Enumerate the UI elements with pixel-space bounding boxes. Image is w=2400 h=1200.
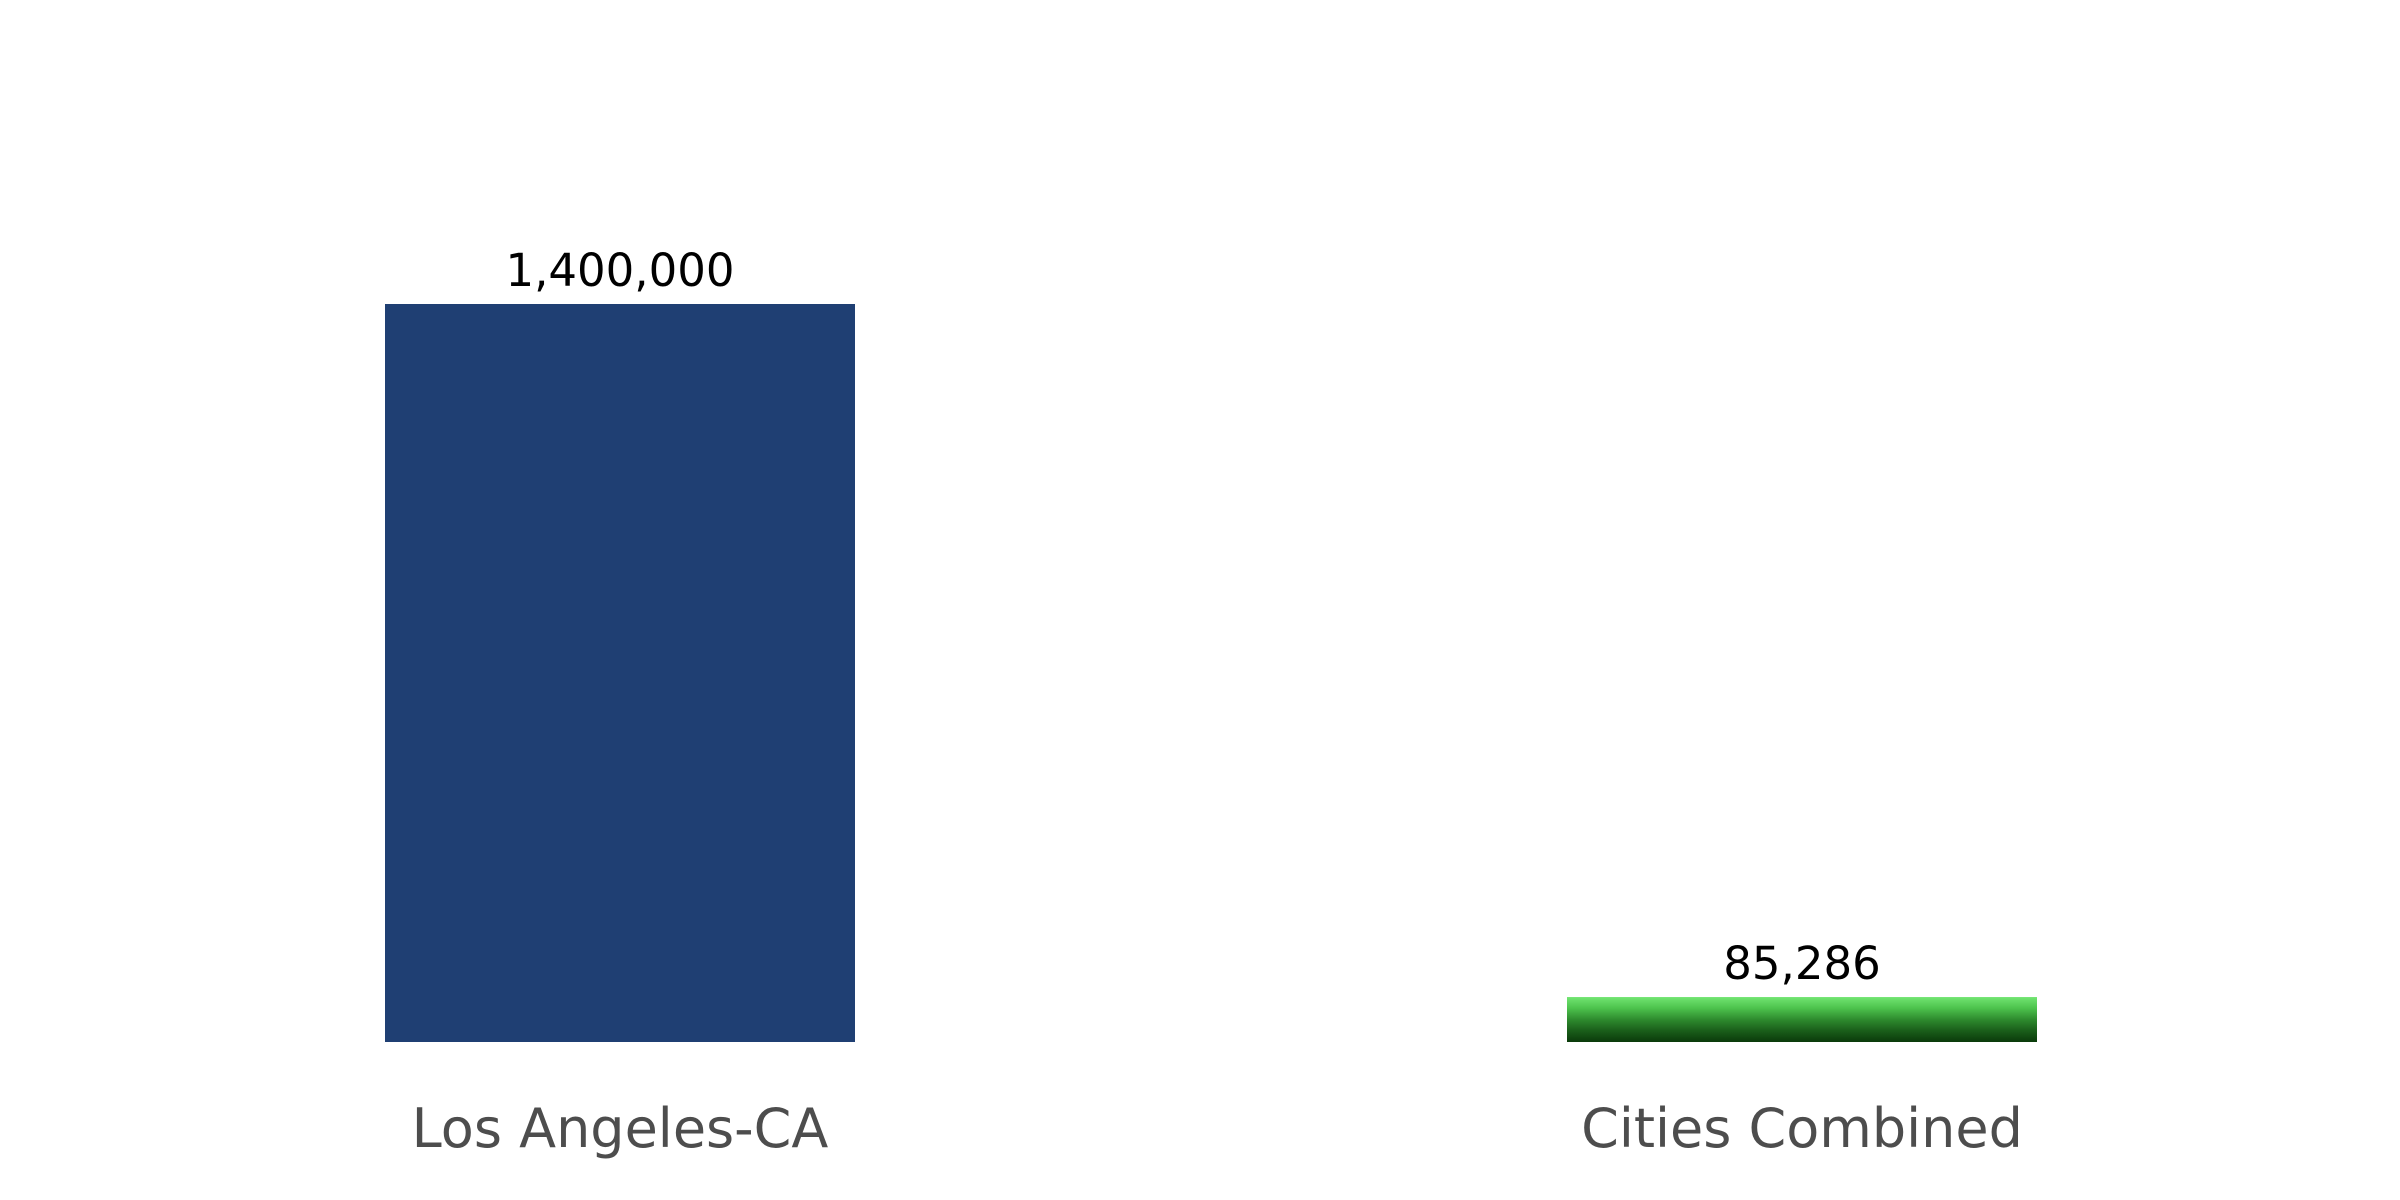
bars-group	[385, 304, 2037, 1042]
value-label-los-angeles-ca: 1,400,000	[505, 244, 734, 297]
category-labels-group: Los Angeles-CA Cities Combined	[412, 1097, 2023, 1160]
bar-cities-combined	[1567, 997, 2037, 1042]
category-label-cities-combined: Cities Combined	[1581, 1097, 2023, 1160]
value-label-cities-combined: 85,286	[1723, 937, 1880, 990]
value-labels-group: 1,400,000 85,286	[505, 244, 1880, 990]
bar-los-angeles-ca	[385, 304, 855, 1042]
category-label-los-angeles-ca: Los Angeles-CA	[412, 1097, 829, 1160]
